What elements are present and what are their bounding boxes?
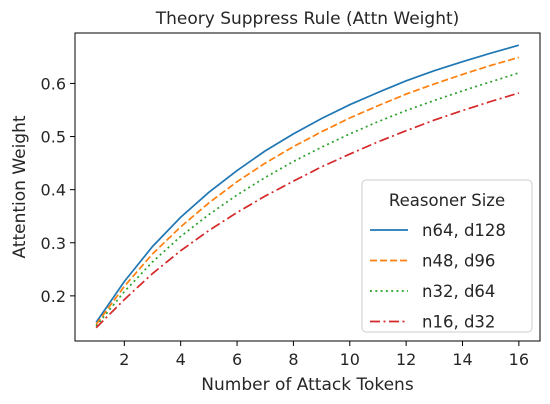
series-line-2 bbox=[95, 56, 520, 326]
x-tick-label: 14 bbox=[452, 350, 472, 369]
plot-area: 2 4 6 8 10 12 14 16 0.2 0.3 0.4 0.5 0.6 bbox=[41, 44, 529, 369]
legend-label-1: n64, d128 bbox=[422, 221, 506, 240]
x-tick-label: 6 bbox=[232, 350, 242, 369]
y-tick-label: 0.6 bbox=[41, 74, 66, 93]
legend-title: Reasoner Size bbox=[389, 191, 505, 210]
series-line-4 bbox=[95, 92, 520, 329]
x-tick-label: 12 bbox=[396, 350, 416, 369]
legend-box bbox=[361, 179, 533, 333]
y-tick-label: 0.2 bbox=[41, 287, 66, 306]
x-tick-label: 4 bbox=[176, 350, 186, 369]
y-axis-label: Attention Weight bbox=[10, 115, 30, 258]
x-axis-label: Number of Attack Tokens bbox=[201, 375, 414, 395]
legend: Reasoner Size n64, d128 n48, d96 n32, d64 n1… bbox=[361, 179, 533, 333]
x-tick-label: 8 bbox=[288, 350, 298, 369]
x-tick-label: 10 bbox=[340, 350, 360, 369]
y-tick-label: 0.4 bbox=[41, 181, 66, 200]
chart-title: Theory Suppress Rule (Attn Weight) bbox=[155, 9, 460, 29]
legend-label-3: n32, d64 bbox=[422, 282, 495, 301]
x-tick-label: 16 bbox=[509, 350, 529, 369]
y-tick-label: 0.5 bbox=[41, 128, 66, 147]
legend-label-2: n48, d96 bbox=[422, 252, 495, 271]
series-line-1 bbox=[95, 44, 520, 323]
y-tick-label: 0.3 bbox=[41, 234, 66, 253]
legend-label-4: n16, d32 bbox=[422, 313, 495, 332]
axes-frame bbox=[74, 32, 541, 342]
x-tick-label: 2 bbox=[119, 350, 129, 369]
